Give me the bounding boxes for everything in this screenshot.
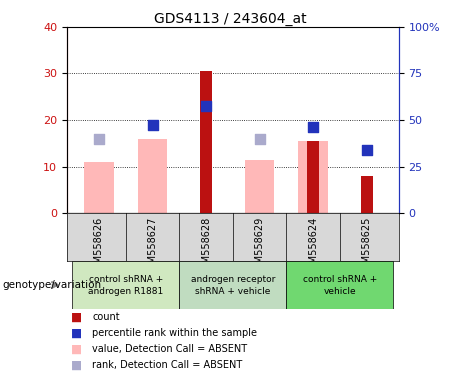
Text: GSM558626: GSM558626 xyxy=(94,217,104,276)
Bar xyxy=(361,176,372,213)
Text: ■: ■ xyxy=(71,359,83,372)
Text: ■: ■ xyxy=(71,343,83,356)
FancyBboxPatch shape xyxy=(179,261,286,309)
Text: control shRNA +
androgen R1881: control shRNA + androgen R1881 xyxy=(88,275,163,296)
Text: count: count xyxy=(92,312,120,322)
FancyBboxPatch shape xyxy=(72,261,179,309)
Point xyxy=(309,124,317,130)
Text: genotype/variation: genotype/variation xyxy=(2,280,101,290)
Bar xyxy=(138,139,167,213)
Text: GSM558629: GSM558629 xyxy=(254,217,265,276)
Point xyxy=(202,103,210,109)
Text: ■: ■ xyxy=(71,326,83,339)
Text: control shRNA +
vehicle: control shRNA + vehicle xyxy=(303,275,377,296)
Text: androgen receptor
shRNA + vehicle: androgen receptor shRNA + vehicle xyxy=(190,275,275,296)
Text: GDS4113 / 243604_at: GDS4113 / 243604_at xyxy=(154,12,307,26)
Bar xyxy=(84,162,114,213)
Text: GSM558625: GSM558625 xyxy=(361,217,372,276)
Text: GSM558624: GSM558624 xyxy=(308,217,318,276)
FancyBboxPatch shape xyxy=(286,261,393,309)
Text: ■: ■ xyxy=(71,310,83,323)
Bar xyxy=(307,141,319,213)
Text: rank, Detection Call = ABSENT: rank, Detection Call = ABSENT xyxy=(92,360,242,370)
Text: value, Detection Call = ABSENT: value, Detection Call = ABSENT xyxy=(92,344,247,354)
Bar xyxy=(245,160,274,213)
Point xyxy=(95,136,103,142)
Point xyxy=(149,122,156,128)
Text: GSM558627: GSM558627 xyxy=(148,217,158,276)
Bar xyxy=(200,71,212,213)
Bar xyxy=(298,141,328,213)
Point xyxy=(256,136,263,142)
Text: percentile rank within the sample: percentile rank within the sample xyxy=(92,328,257,338)
Point xyxy=(363,147,370,153)
Text: GSM558628: GSM558628 xyxy=(201,217,211,276)
